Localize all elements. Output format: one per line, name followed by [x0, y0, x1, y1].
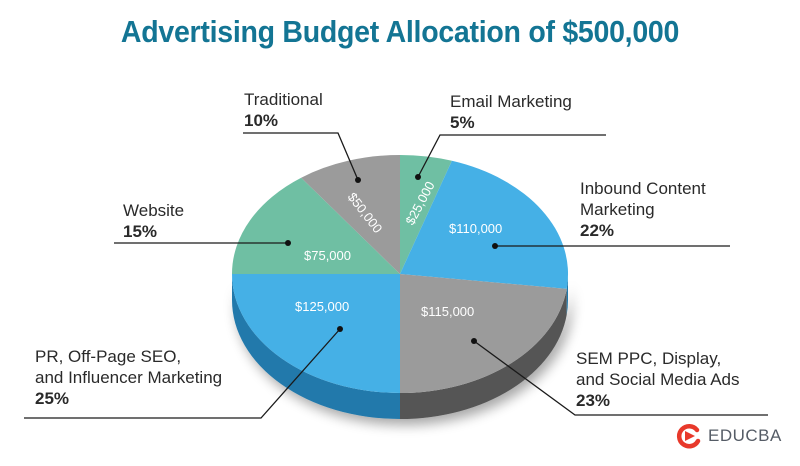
callout-name: Email Marketing: [450, 92, 572, 111]
callout-percent: 5%: [450, 113, 475, 132]
slice-sem[interactable]: [400, 274, 567, 393]
callout-percent: 15%: [123, 222, 158, 241]
slice-inbound[interactable]: [400, 160, 569, 289]
callout-traditional: Traditional 10%: [244, 89, 323, 131]
callout-inbound: Inbound Content Marketing 22%: [580, 178, 706, 241]
leader-pr: [24, 328, 341, 419]
callout-name-2: and Social Media Ads: [576, 370, 740, 389]
pie-side: [232, 274, 569, 419]
callout-name-2: Marketing: [580, 200, 655, 219]
educba-logo-icon: [676, 424, 701, 449]
callout-percent: 23%: [576, 391, 611, 410]
callout-pr: PR, Off-Page SEO, and Influencer Marketi…: [35, 346, 222, 409]
callout-email: Email Marketing 5%: [450, 91, 572, 133]
callout-name: Traditional: [244, 90, 323, 109]
leader-lines: [24, 132, 768, 419]
callout-percent: 10%: [244, 111, 279, 130]
pie-top: [231, 154, 569, 393]
slice-side-sem: [400, 288, 567, 419]
brand-name: EDUCBA: [708, 426, 782, 445]
callout-percent: 22%: [580, 221, 615, 240]
slice-website[interactable]: [231, 177, 400, 274]
callout-name: Website: [123, 201, 185, 220]
slice-pr[interactable]: [232, 274, 400, 393]
slice-email[interactable]: [400, 154, 452, 274]
slice-side-pr: [232, 274, 400, 419]
leader-dots: [285, 174, 498, 344]
callout-sem: SEM PPC, Display, and Social Media Ads 2…: [576, 348, 740, 411]
slice-side-inbound: [566, 274, 569, 315]
callout-name: PR, Off-Page SEO,: [35, 347, 182, 366]
leader-traditional: [243, 132, 359, 181]
leader-email: [417, 134, 606, 178]
callout-name: Inbound Content: [580, 179, 706, 198]
value-label-inbound: $110,000: [449, 221, 502, 236]
value-label-sem: $115,000: [421, 304, 474, 319]
callout-name-2: and Influencer Marketing: [35, 368, 223, 387]
value-label-pr: $125,000: [295, 299, 349, 314]
value-label-website: $75,000: [304, 248, 351, 263]
callout-percent: 25%: [35, 389, 70, 408]
educba-logo: EDUCBA: [676, 423, 782, 449]
slice-traditional[interactable]: [301, 154, 400, 274]
callout-website: Website 15%: [123, 200, 184, 242]
callout-name: SEM PPC, Display,: [576, 349, 722, 368]
chart-title: Advertising Budget Allocation of $500,00…: [120, 14, 680, 49]
leader-sem: [473, 340, 768, 416]
